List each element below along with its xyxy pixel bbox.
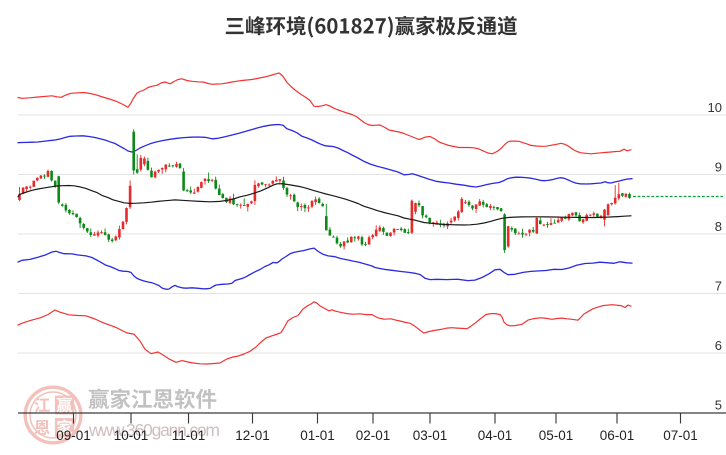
svg-text:06-01: 06-01 (600, 428, 635, 443)
svg-text:10: 10 (708, 100, 722, 115)
svg-text:01-01: 01-01 (300, 428, 335, 443)
svg-text:05-01: 05-01 (539, 428, 574, 443)
svg-text:09-01: 09-01 (56, 428, 91, 443)
svg-text:07-01: 07-01 (663, 428, 698, 443)
svg-text:11-01: 11-01 (172, 428, 206, 443)
svg-text:04-01: 04-01 (478, 428, 513, 443)
svg-text:10-01: 10-01 (114, 428, 149, 443)
svg-text:www.360gann.com: www.360gann.com (88, 420, 220, 440)
svg-text:03-01: 03-01 (413, 428, 448, 443)
svg-text:6: 6 (715, 338, 722, 353)
svg-text:12-01: 12-01 (235, 428, 270, 443)
svg-text:5: 5 (715, 398, 722, 413)
svg-text:7: 7 (715, 279, 722, 294)
svg-text:9: 9 (715, 160, 722, 175)
svg-text:02-01: 02-01 (356, 428, 391, 443)
svg-text:8: 8 (715, 219, 722, 234)
